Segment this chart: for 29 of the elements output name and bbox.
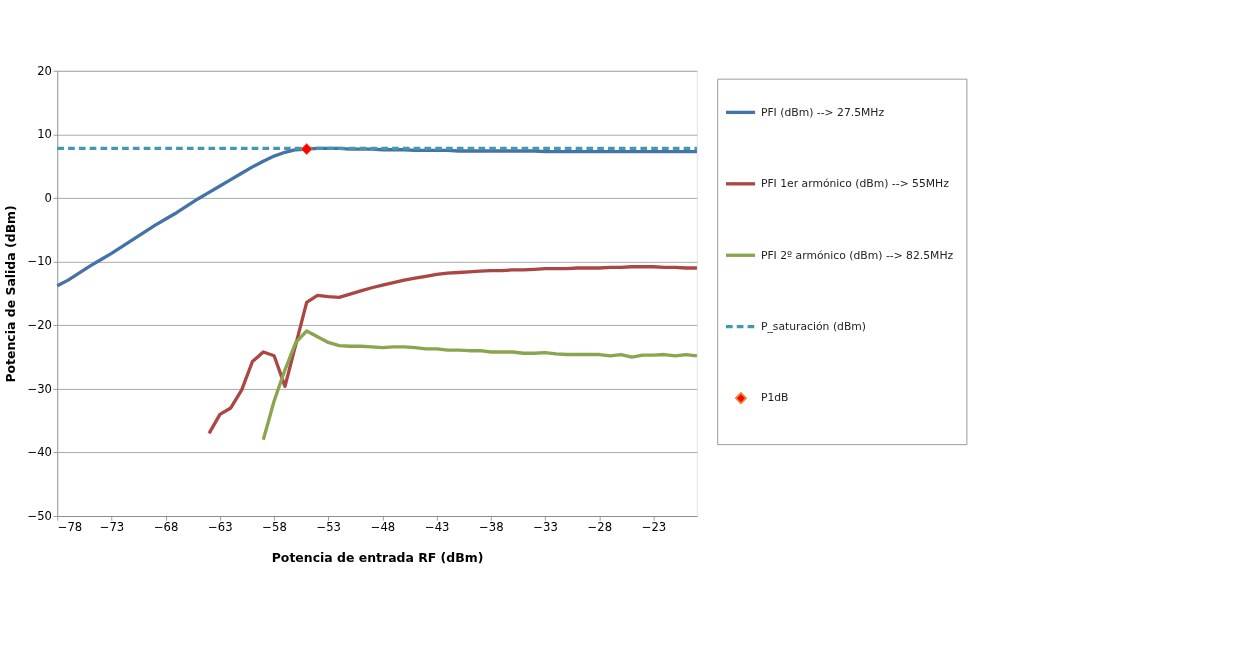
x-tick-label: −58: [262, 520, 287, 535]
x-tick-label: −23: [641, 520, 667, 535]
legend-label: P1dB: [760, 391, 789, 405]
x-tick-label: −78: [57, 520, 83, 535]
x-tick-label: −73: [99, 520, 125, 535]
x-tick-label: −43: [424, 520, 450, 535]
legend-label: P_saturación (dBm): [760, 320, 867, 334]
y-tick-label: −40: [27, 445, 52, 460]
y-tick-label: −20: [27, 318, 52, 333]
y-axis-title: Potencia de Salida (dBm): [2, 205, 18, 383]
y-tick-label: 0: [44, 190, 52, 205]
y-tick-label: 20: [37, 63, 52, 78]
x-tick-label: −33: [533, 520, 558, 535]
x-tick-label: −63: [208, 520, 233, 535]
line-series: [207, 265, 699, 436]
x-tick-label: −28: [587, 520, 613, 535]
legend-label: PFI 2º armónico (dBm) --> 82.5MHz: [760, 248, 954, 262]
line-series: [261, 329, 699, 442]
x-axis-title: Potencia de entrada RF (dBm): [271, 550, 484, 566]
y-tick-label: −30: [27, 381, 52, 396]
x-tick-label: −48: [370, 520, 396, 535]
legend-label: PFI 1er armónico (dBm) --> 55MHz: [760, 177, 950, 191]
legend-label: PFI (dBm) --> 27.5MHz: [760, 105, 885, 119]
y-tick-label: −10: [27, 254, 52, 269]
x-tick-label: −38: [479, 520, 504, 535]
y-tick-label: −50: [27, 508, 52, 523]
x-tick-label: −68: [153, 520, 179, 535]
x-tick-label: −53: [316, 520, 341, 535]
y-tick-label: 10: [37, 127, 52, 142]
